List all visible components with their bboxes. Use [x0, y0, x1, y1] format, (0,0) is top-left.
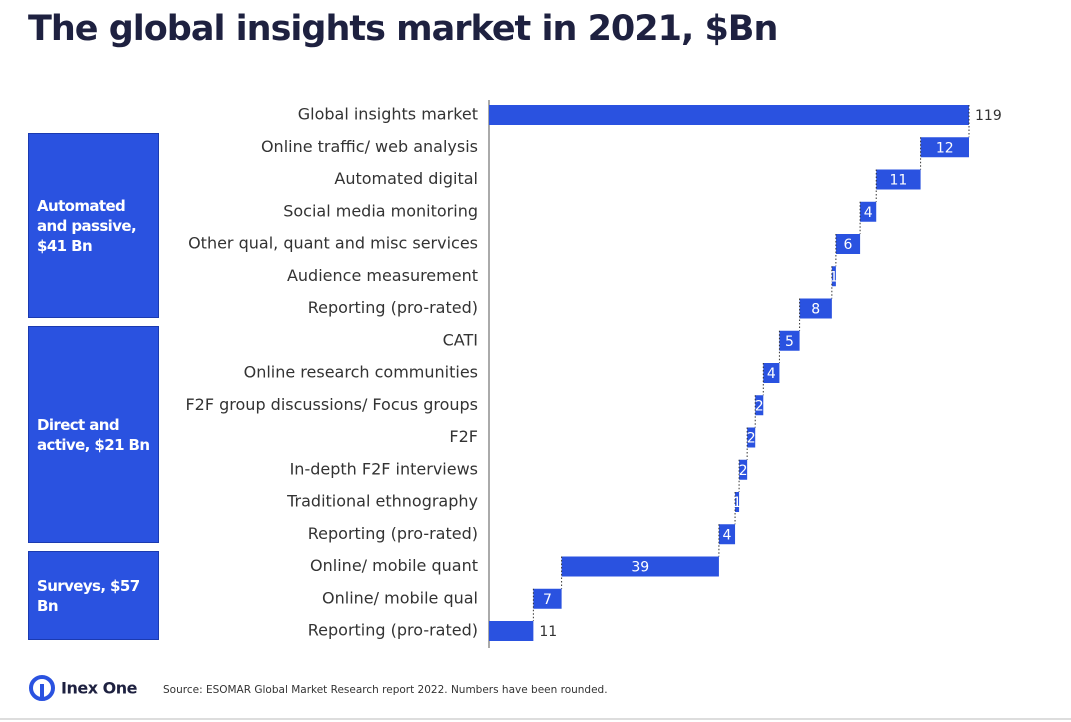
bar [718, 524, 736, 545]
group-box: Automated and passive, $41 Bn [28, 133, 159, 318]
value-label: 1 [829, 269, 838, 285]
bar [747, 427, 756, 448]
source-note: Source: ESOMAR Global Market Research re… [163, 684, 608, 696]
logo [29, 675, 55, 701]
bar [920, 137, 969, 158]
bar [835, 234, 861, 254]
value-label: 1 [733, 495, 742, 511]
value-label: 5 [785, 334, 794, 350]
y-tick-label: Automated digital [334, 169, 478, 188]
value-label: 2 [739, 463, 748, 479]
value-label: 7 [543, 592, 552, 608]
bar [779, 330, 800, 351]
y-tick-label: Other qual, quant and misc services [188, 234, 478, 253]
value-label: 119 [975, 108, 1002, 124]
y-tick-label: F2F group discussions/ Focus groups [185, 395, 478, 414]
y-tick-label: Reporting (pro-rated) [308, 298, 478, 317]
y-tick-label: F2F [449, 427, 478, 446]
group-box: Direct and active, $21 Bn [28, 326, 159, 543]
chart-title: The global insights market in 2021, $Bn [28, 9, 777, 49]
value-label: 4 [767, 366, 776, 382]
bar [755, 395, 764, 416]
bar [876, 169, 921, 190]
y-tick-label: Online traffic/ web analysis [261, 137, 478, 156]
bar [489, 105, 969, 125]
bar [533, 588, 562, 609]
bar [860, 201, 877, 222]
y-tick-label: Global insights market [298, 105, 478, 124]
y-tick-label: Reporting (pro-rated) [308, 621, 478, 640]
bar [739, 459, 748, 480]
y-tick-label: Audience measurement [287, 266, 478, 285]
value-label: 4 [723, 527, 732, 543]
bar [489, 621, 534, 641]
y-tick-label: Online/ mobile quant [310, 556, 478, 575]
bar [799, 298, 832, 319]
value-label: 11 [889, 173, 907, 189]
bar [561, 556, 719, 577]
y-tick-label: Social media monitoring [283, 201, 478, 220]
y-tick-label: In-depth F2F interviews [290, 459, 478, 478]
bar [763, 363, 780, 383]
y-tick-label: Online research communities [244, 363, 478, 382]
value-label: 39 [631, 560, 649, 576]
y-tick-label: CATI [443, 330, 478, 349]
value-label: 4 [864, 205, 873, 221]
value-label: 2 [755, 398, 764, 414]
y-tick-label: Traditional ethnography [286, 492, 478, 511]
group-box: Surveys, $57 Bn [28, 551, 159, 640]
bar [831, 266, 836, 287]
y-tick-label: Reporting (pro-rated) [308, 524, 478, 543]
value-label: 12 [936, 140, 954, 156]
brand: Inex One [61, 679, 138, 698]
value-label: 6 [844, 237, 853, 253]
value-label: 2 [747, 431, 756, 447]
y-tick-label: Online/ mobile qual [322, 588, 478, 607]
value-label: 11 [539, 624, 557, 640]
value-label: 8 [811, 302, 820, 318]
bar [735, 492, 740, 512]
